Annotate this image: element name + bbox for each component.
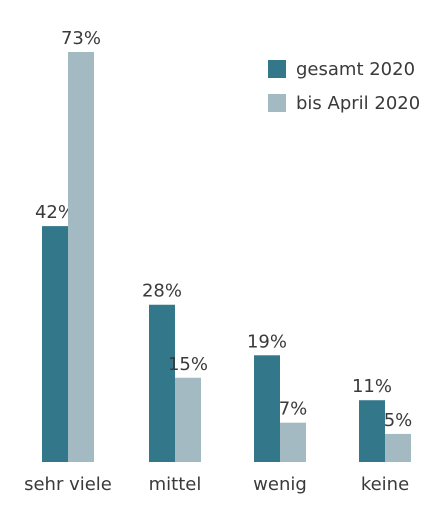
category-label-keine: keine: [361, 474, 409, 495]
bar-mittel-bis-april-2020: [175, 377, 201, 462]
data-label-keine-bis-april-2020: 5%: [384, 410, 413, 431]
data-label-sehr-viele-bis-april-2020: 73%: [61, 28, 101, 49]
data-label-wenig-bis-april-2020: 7%: [279, 399, 308, 420]
data-label-wenig-gesamt-2020: 19%: [247, 331, 287, 352]
legend-label-bis-april-2020: bis April 2020: [296, 92, 421, 114]
bar-keine-gesamt-2020: [359, 400, 385, 462]
data-label-mittel-bis-april-2020: 15%: [168, 354, 208, 375]
category-label-wenig: wenig: [253, 474, 307, 495]
category-label-sehr-viele: sehr viele: [24, 474, 112, 495]
legend: gesamt 2020 bis April 2020: [268, 58, 420, 126]
legend-item-gesamt-2020: gesamt 2020: [268, 58, 420, 80]
bar-mittel-gesamt-2020: [149, 304, 175, 462]
data-label-keine-gesamt-2020: 11%: [352, 376, 392, 397]
legend-swatch-gesamt-2020: [268, 60, 286, 78]
legend-label-gesamt-2020: gesamt 2020: [296, 58, 416, 80]
bar-sehr-viele-bis-april-2020: [68, 52, 94, 462]
bar-keine-bis-april-2020: [385, 433, 411, 462]
category-label-mittel: mittel: [149, 474, 202, 495]
data-label-mittel-gesamt-2020: 28%: [142, 281, 182, 302]
data-label-sehr-viele-gesamt-2020: 42%: [35, 202, 75, 223]
bar-wenig-gesamt-2020: [254, 355, 280, 462]
bar-sehr-viele-gesamt-2020: [42, 226, 68, 462]
legend-item-bis-april-2020: bis April 2020: [268, 92, 420, 114]
bar-wenig-bis-april-2020: [280, 422, 306, 462]
legend-swatch-bis-april-2020: [268, 94, 286, 112]
